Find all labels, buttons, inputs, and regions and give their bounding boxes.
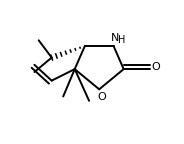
Text: O: O [98,92,107,102]
Text: H: H [118,35,125,45]
Text: O: O [151,62,160,72]
Text: N: N [111,33,119,43]
